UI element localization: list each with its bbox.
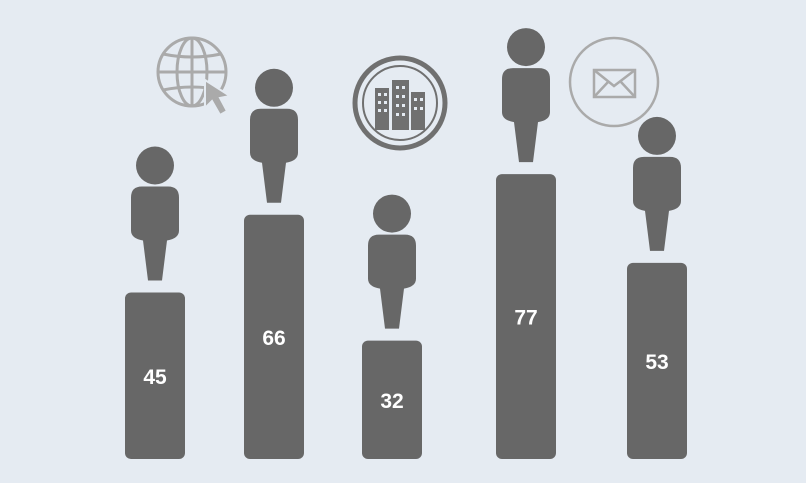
- bar-value-label: 53: [645, 351, 668, 374]
- bar-value-label: 66: [262, 327, 285, 350]
- person-icon: [131, 186, 179, 281]
- bar-3: [362, 340, 422, 459]
- bar-value-label: 77: [514, 307, 537, 330]
- globe-cursor-icon: [156, 36, 233, 117]
- person-icon: [250, 108, 298, 203]
- person-icon: [633, 156, 681, 251]
- bar-2: [244, 214, 304, 459]
- bar-1: [125, 292, 185, 459]
- person-head-icon: [255, 68, 293, 107]
- bar-4: [496, 174, 556, 459]
- bar-value-label: 45: [143, 366, 167, 389]
- person-head-icon: [136, 146, 174, 185]
- person-head-icon: [507, 28, 545, 67]
- bar-value-label: 32: [380, 390, 403, 413]
- person-head-icon: [638, 116, 676, 155]
- bar-5: [627, 262, 687, 459]
- person-icon: [502, 68, 550, 163]
- person-icon: [368, 234, 416, 329]
- city-buildings-icon: [352, 55, 448, 151]
- person-head-icon: [373, 194, 411, 233]
- envelope-icon: [568, 36, 660, 128]
